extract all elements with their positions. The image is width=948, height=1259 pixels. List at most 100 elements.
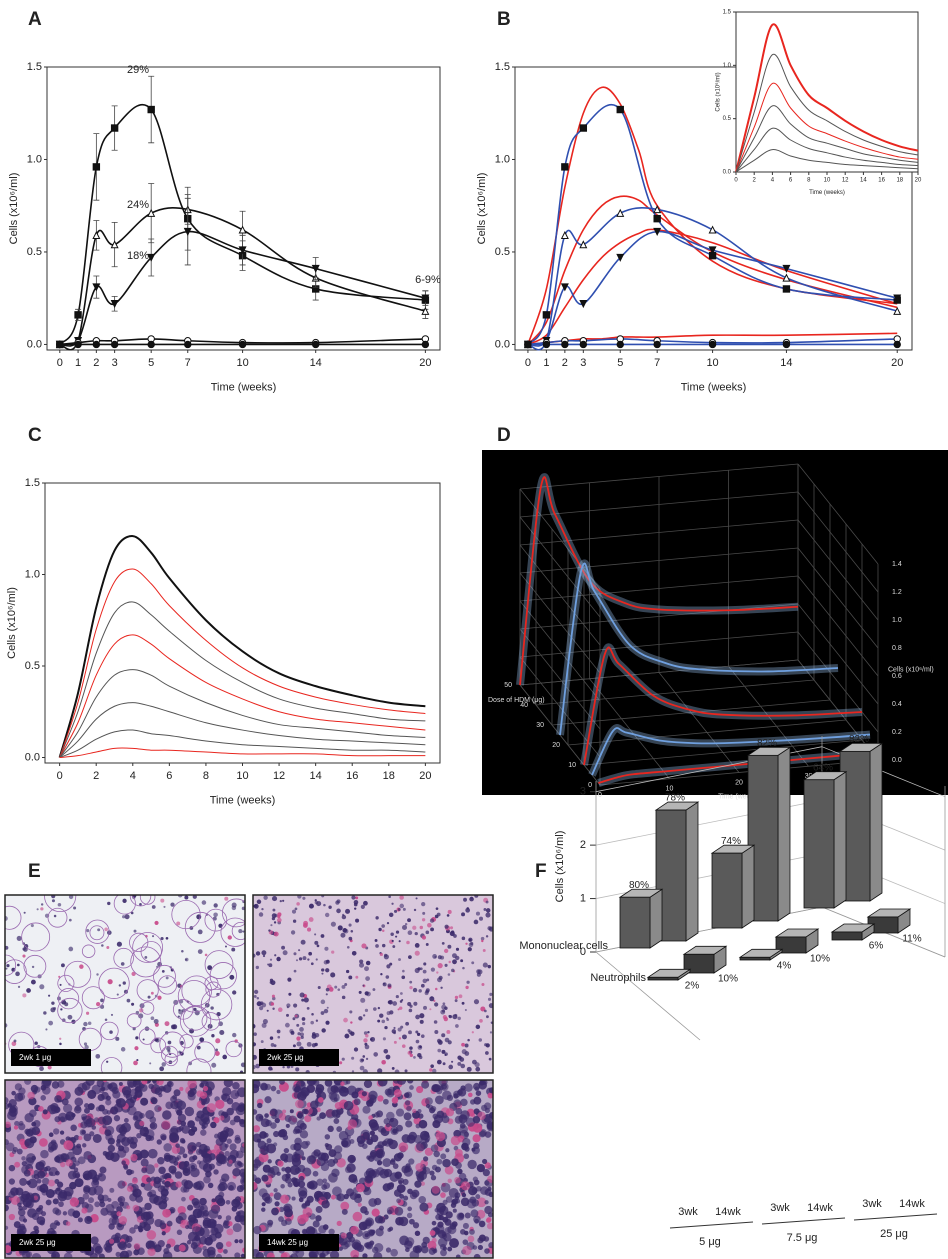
cell-nucleus [436, 1088, 443, 1095]
cell-nucleus [58, 1201, 64, 1208]
annotation: 18% [127, 250, 149, 262]
cell-nucleus [322, 1178, 328, 1184]
cell-nucleus [23, 943, 29, 949]
cell-nucleus [233, 1115, 241, 1123]
cell-nucleus [405, 1021, 410, 1026]
cell-nucleus [484, 1043, 488, 1047]
series-line [59, 747, 426, 759]
alveolus [139, 895, 156, 905]
bar-label: 82% [849, 734, 869, 745]
cell-nucleus [475, 911, 480, 916]
cell-nucleus [256, 1001, 262, 1007]
cell-nucleus [154, 1105, 162, 1113]
cell-nucleus [211, 1034, 215, 1038]
cell-nucleus [464, 1008, 467, 1012]
cell-nucleus [151, 1080, 157, 1084]
cell-nucleus [218, 1110, 225, 1117]
cell-nucleus [397, 1027, 402, 1032]
cell-nucleus [393, 1080, 400, 1084]
marker [110, 300, 119, 309]
cell-nucleus [326, 1006, 329, 1009]
cell-nucleus [482, 1158, 488, 1165]
cell-nucleus [346, 1134, 351, 1140]
cell-nucleus [461, 1001, 465, 1005]
panel-letter: E [28, 861, 41, 882]
cell-nucleus [213, 1169, 219, 1175]
cell-nucleus [42, 1177, 50, 1186]
cell-nucleus [401, 975, 406, 980]
cell-nucleus [392, 1163, 399, 1169]
cell-nucleus [210, 1121, 217, 1129]
cell-nucleus [137, 1225, 143, 1231]
cell-nucleus [388, 912, 394, 918]
cell-nucleus [165, 936, 169, 940]
cell-nucleus [14, 1083, 23, 1091]
panel-letter: B [497, 9, 511, 30]
cell-nucleus [130, 1153, 138, 1162]
cell-nucleus [170, 902, 175, 907]
cell-nucleus [336, 1158, 346, 1168]
cell-nucleus [349, 1138, 355, 1144]
cell-nucleus [486, 1217, 492, 1223]
cell-nucleus [84, 1249, 90, 1256]
cell-nucleus [429, 1068, 433, 1072]
cell-nucleus [325, 1020, 330, 1025]
cell-nucleus [447, 1246, 453, 1252]
cell-nucleus [487, 1186, 492, 1191]
y-tick-label: 0.0 [25, 751, 40, 763]
cell-nucleus [226, 1228, 234, 1236]
cell-nucleus [122, 1163, 128, 1169]
x-tick-label: 10 [666, 786, 674, 793]
alveolus [205, 981, 222, 998]
cell-nucleus [261, 907, 264, 911]
cell-nucleus [223, 1080, 233, 1088]
cell-nucleus [473, 1215, 481, 1224]
cell-nucleus [412, 987, 418, 993]
cell-nucleus [449, 926, 454, 930]
cell-nucleus [214, 1194, 224, 1204]
cell-nucleus [37, 1170, 46, 1179]
cell-nucleus [282, 899, 285, 902]
cell-nucleus [388, 895, 391, 898]
cell-nucleus [385, 1054, 391, 1060]
cell-nucleus [166, 1046, 171, 1051]
cell-nucleus [161, 1231, 166, 1236]
plot-frame [44, 482, 441, 764]
cell-nucleus [169, 1127, 179, 1137]
cell-nucleus [348, 975, 353, 980]
y-tick-label: 1.0 [495, 153, 510, 165]
cell-nucleus [340, 1201, 350, 1211]
alveolus [57, 988, 80, 1010]
marker [311, 264, 320, 273]
cell-nucleus [35, 1207, 43, 1215]
cell-nucleus [406, 940, 410, 945]
cell-nucleus [158, 1166, 166, 1175]
cell-nucleus [466, 980, 470, 984]
cell-nucleus [290, 930, 296, 935]
cell-nucleus [377, 1080, 388, 1087]
cell-nucleus [434, 1029, 439, 1034]
cell-nucleus [413, 1001, 418, 1006]
cell-nucleus [421, 918, 426, 922]
cell-nucleus [445, 1196, 453, 1203]
cell-nucleus [347, 1119, 358, 1129]
cell-nucleus [148, 1240, 157, 1250]
cell-nucleus [274, 1201, 280, 1207]
cell-nucleus [381, 1059, 386, 1065]
cell-nucleus [254, 1177, 262, 1184]
cell-nucleus [349, 1010, 353, 1014]
cell-nucleus [282, 1066, 285, 1069]
cell-nucleus [281, 1167, 286, 1172]
cell-nucleus [421, 901, 426, 907]
cell-nucleus [134, 1046, 139, 1051]
cell-nucleus [18, 1123, 26, 1131]
cell-nucleus [286, 1065, 291, 1069]
cell-nucleus [17, 985, 21, 988]
cell-nucleus [367, 1229, 375, 1237]
cell-nucleus [262, 954, 266, 958]
cell-nucleus [408, 1008, 413, 1013]
group-label: 7.5 μg [787, 1232, 818, 1244]
cell-nucleus [201, 900, 207, 905]
cell-nucleus [473, 999, 480, 1005]
cell-nucleus [310, 1100, 319, 1110]
